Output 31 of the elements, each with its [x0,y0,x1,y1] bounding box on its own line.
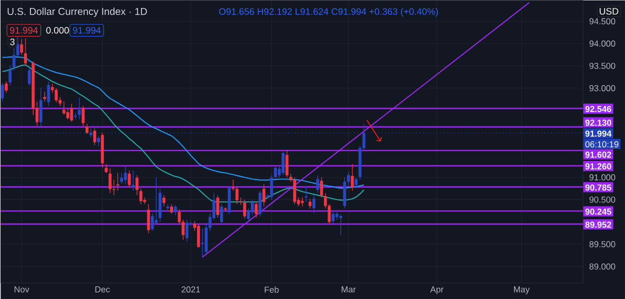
ref-line-label: 91.260 [585,163,612,170]
y-tick-label: 93.500 [589,62,616,69]
ref-line-label: 90.785 [585,184,612,191]
y-tick-label: 93.000 [589,85,616,92]
text: 06:10:19 [585,141,618,148]
ref-line-label: 91.994 [585,130,612,137]
ref-line-label: 92.546 [585,106,612,112]
ref-line-label: 90.245 [585,208,612,215]
y-tick-label: 89.500 [589,241,616,248]
text: USD [600,8,618,15]
x-tick-label: May [514,286,530,294]
y-tick-label: 94.000 [589,40,616,47]
annotation: 0.000 [46,27,69,34]
x-tick-label: Apr [430,286,444,294]
y-tick-label: 91.000 [589,174,616,180]
annotation: 91.994 [10,27,38,34]
ref-line-label: 92.130 [585,120,612,126]
annotation: O91.656 H92.192 L91.624 C91.994 +0.363 (+0.40%) [219,8,438,17]
x-tick-label: 2021 [182,286,200,293]
x-tick-label: Feb [264,286,279,293]
text: U.S. Dollar Currency Index · 1D [8,8,147,17]
y-tick-label: 94.500 [589,18,616,24]
annotation: 91.994 [72,27,101,34]
ref-line-label: 91.602 [585,152,612,158]
ref-line-label: 89.952 [585,222,612,228]
y-tick-label: 89.000 [589,263,616,270]
annotation: 3 [10,38,15,46]
x-tick-label: Mar [342,286,356,292]
x-tick-label: Dec [95,286,110,292]
y-tick-label: 90.500 [589,196,616,203]
x-tick-label: Nov [14,286,30,292]
